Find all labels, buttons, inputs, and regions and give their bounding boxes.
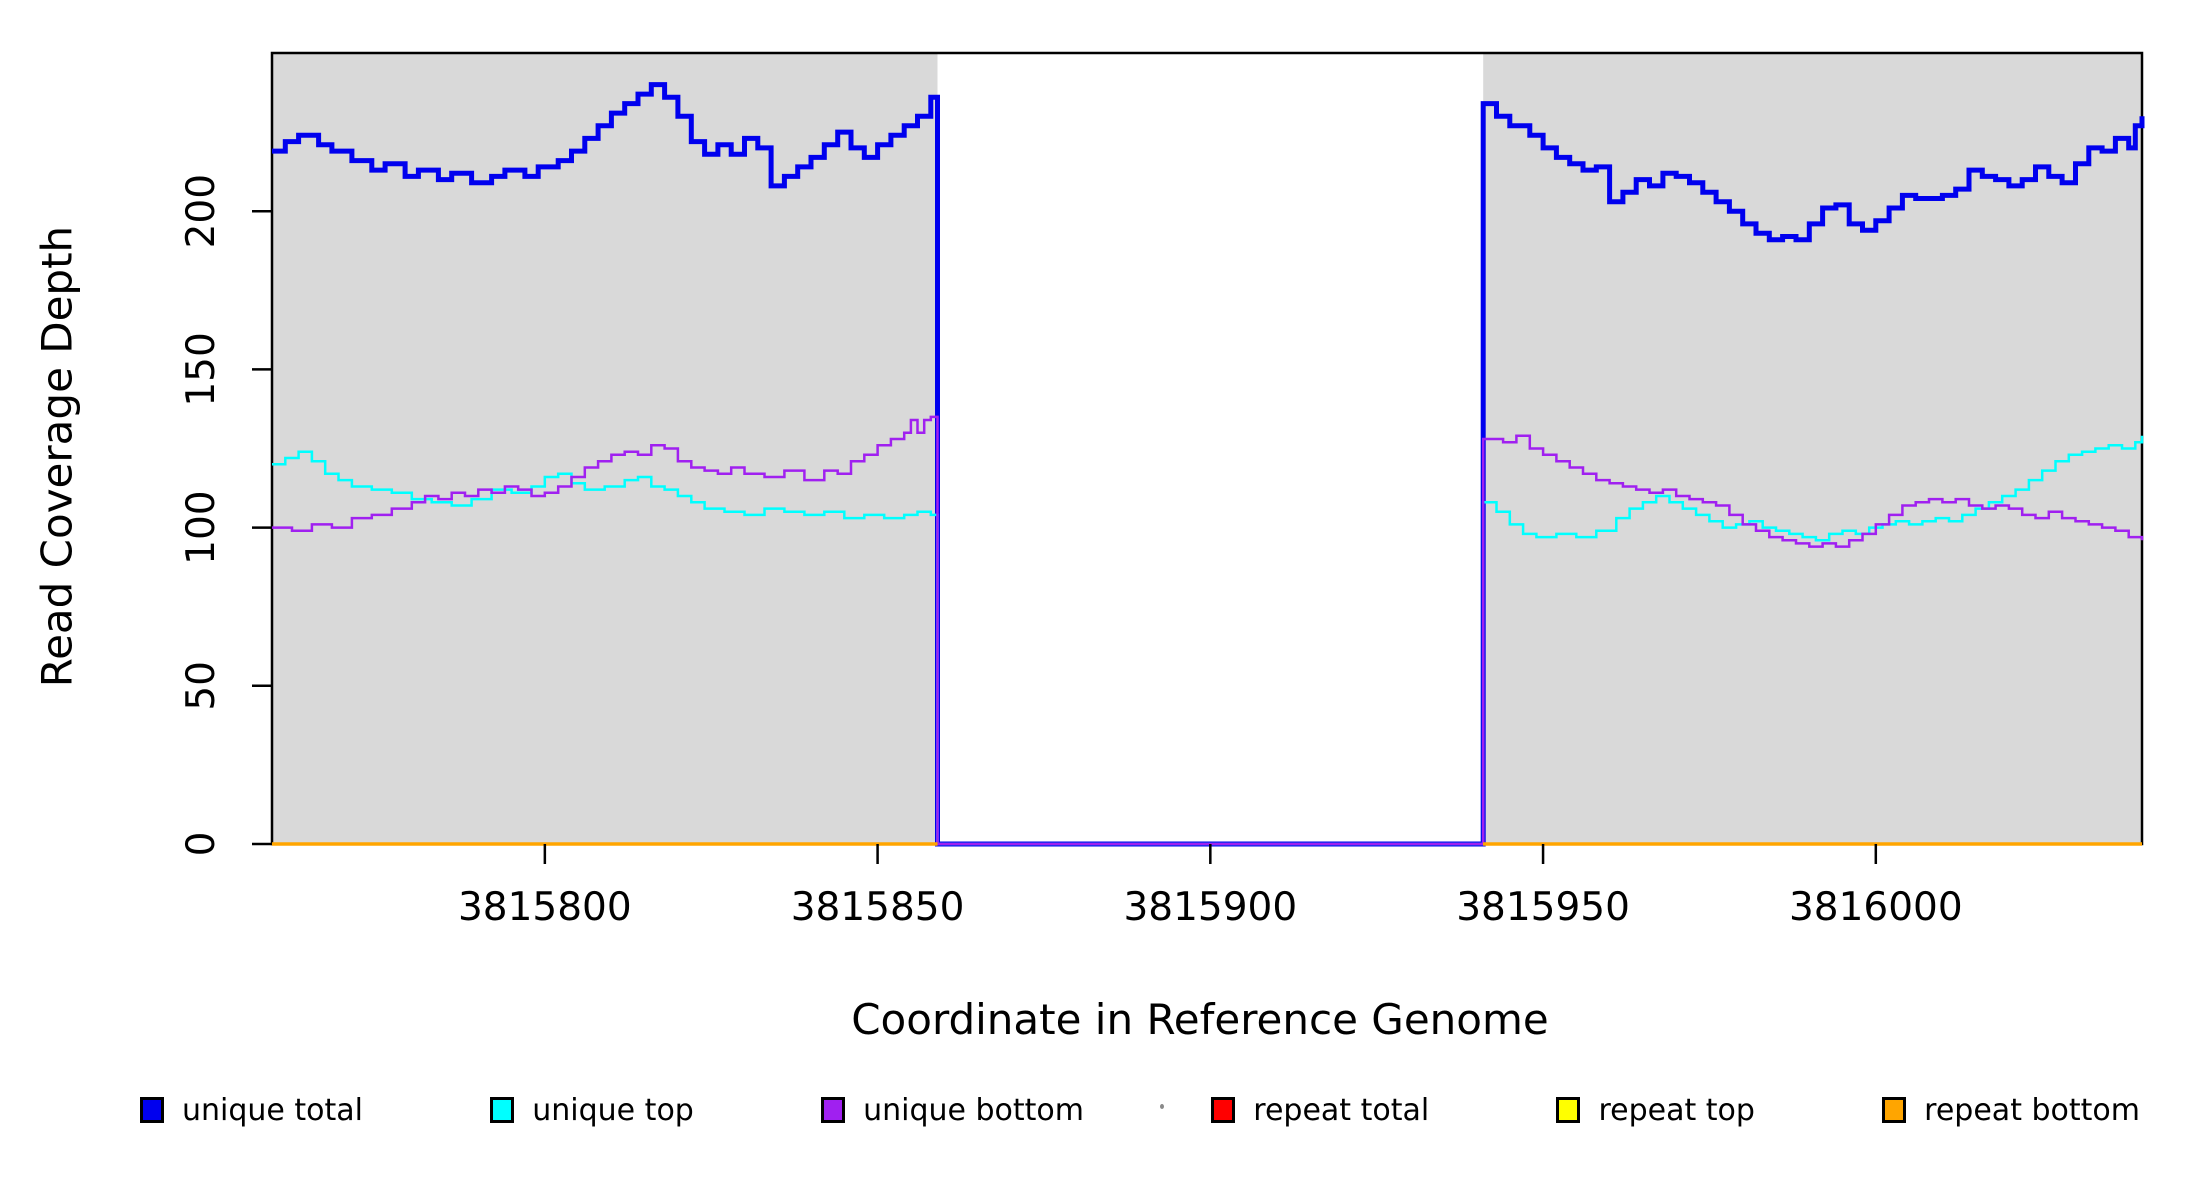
legend-label: unique total: [182, 1092, 364, 1128]
y-tick-label: 200: [179, 174, 224, 248]
legend-item-repeat-total: repeat total: [1211, 1093, 1429, 1128]
legend-swatch-icon: [140, 1097, 164, 1123]
legend-label: repeat total: [1253, 1092, 1430, 1128]
legend-item-unique-top: unique top: [490, 1093, 694, 1128]
legend-swatch-icon: [1211, 1097, 1236, 1123]
legend-label: repeat bottom: [1924, 1092, 2140, 1128]
y-tick-label: 0: [179, 832, 224, 857]
legend-item-repeat-top: repeat top: [1556, 1092, 1755, 1128]
y-axis-title: Read Coverage Depth: [32, 225, 82, 688]
y-tick-label: 150: [179, 332, 224, 406]
series-unique-total: [272, 82, 2145, 847]
legend-label: unique bottom: [863, 1092, 1085, 1128]
x-tick-label: 3815850: [791, 885, 965, 930]
legend-swatch-icon: [490, 1097, 515, 1123]
legend-swatch-icon: [821, 1097, 846, 1123]
x-tick-label: 3815950: [1456, 885, 1630, 930]
y-tick-label: 100: [179, 490, 224, 564]
series-unique-bottom: [272, 415, 2144, 846]
shaded-region: [272, 53, 938, 844]
legend-swatch-icon: [1882, 1097, 1907, 1123]
shaded-region: [1483, 53, 2142, 844]
x-tick-label: 3815800: [458, 885, 632, 930]
legend-item-repeat-bottom: repeat bottom: [1882, 1093, 2140, 1128]
stray-dot: [1160, 1104, 1164, 1109]
legend-item-unique-bottom: unique bottom: [821, 1093, 1084, 1128]
x-tick-label: 3815900: [1123, 885, 1297, 930]
x-tick-label: 3816000: [1789, 885, 1963, 930]
legend-label: repeat top: [1598, 1092, 1755, 1128]
y-tick-label: 50: [179, 661, 224, 711]
legend: unique total unique top unique bottom repea…: [140, 1088, 2140, 1132]
legend-item-unique-total: unique total: [140, 1093, 363, 1128]
x-axis-title: Coordinate in Reference Genome: [851, 995, 1549, 1044]
legend-label: unique top: [532, 1092, 694, 1128]
legend-swatch-icon: [1556, 1097, 1581, 1123]
